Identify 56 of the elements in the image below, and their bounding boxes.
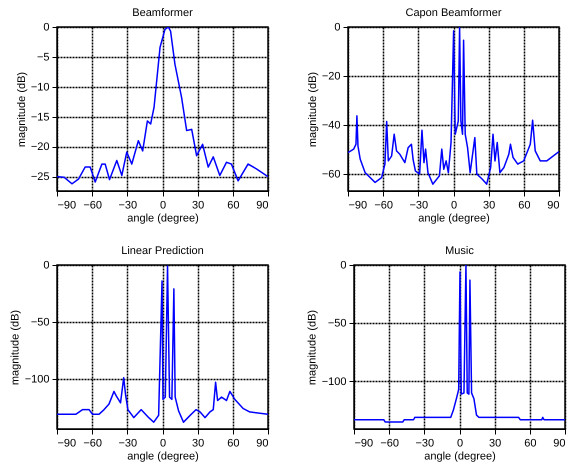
y-tick-label: −10 [30,81,50,94]
y-axis-title: magnitude (dB) [10,310,22,386]
chart-title: Capon Beamformer [406,7,502,19]
x-tick-label: −90 [354,438,374,450]
x-tick-label: 30 [192,200,204,212]
x-tick-label: 0 [160,200,166,212]
x-tick-label: −60 [374,200,394,212]
x-axis-title: angle (degree) [127,212,199,224]
y-axis-title: magnitude (dB) [306,310,319,386]
y-tick-label: −20 [322,70,340,82]
x-tick-label: 90 [256,438,268,450]
y-tick-label: −50 [328,318,346,330]
x-tick-label: 60 [227,438,240,450]
x-axis-title: angle (degree) [127,450,199,462]
x-tick-label: 60 [524,438,536,450]
x-tick-label: 60 [518,200,530,212]
x-tick-label: 90 [553,438,566,450]
x-tick-label: 60 [227,200,240,212]
y-tick-label: −15 [30,111,50,124]
y-tick-label: 0 [340,260,346,272]
y-axis-title: magnitude (dB) [16,72,28,148]
x-axis-title: angle (degree) [418,212,490,224]
x-tick-label: 90 [256,200,268,212]
y-tick-label: 0 [334,22,340,34]
x-tick-label: 90 [547,200,560,212]
chart-title: Beamformer [132,7,194,19]
x-tick-label: 0 [456,438,464,450]
y-tick-label: −60 [322,168,340,180]
x-tick-label: −90 [348,200,368,212]
x-tick-label: −90 [58,200,76,212]
y-tick-label: −5 [36,51,50,64]
y-tick-label: −50 [30,316,50,328]
chart-title: Linear Prediction [121,245,204,257]
x-tick-label: −60 [83,438,102,450]
x-tick-label: 30 [483,200,496,212]
y-tick-label: 0 [43,22,50,34]
x-tick-label: 0 [160,438,166,450]
y-tick-label: −40 [322,119,340,132]
x-tick-label: 0 [450,200,458,212]
y-axis-title: magnitude (dB) [306,72,319,148]
x-tick-label: −30 [118,200,138,212]
y-tick-label: 0 [43,260,50,272]
x-tick-label: −60 [380,438,400,450]
y-tick-label: −20 [30,141,50,154]
y-tick-label: −100 [322,376,346,388]
chart-title: Music [445,245,474,257]
x-tick-label: −30 [415,438,434,450]
x-tick-label: 30 [489,438,502,450]
x-tick-label: −60 [83,200,102,212]
x-tick-label: 30 [192,438,204,450]
x-tick-label: −30 [118,438,138,450]
x-axis-title: angle (degree) [424,450,496,462]
x-tick-label: −30 [409,200,428,212]
y-tick-label: −25 [30,171,50,184]
y-tick-label: −100 [24,373,50,386]
x-tick-label: −90 [58,438,76,450]
